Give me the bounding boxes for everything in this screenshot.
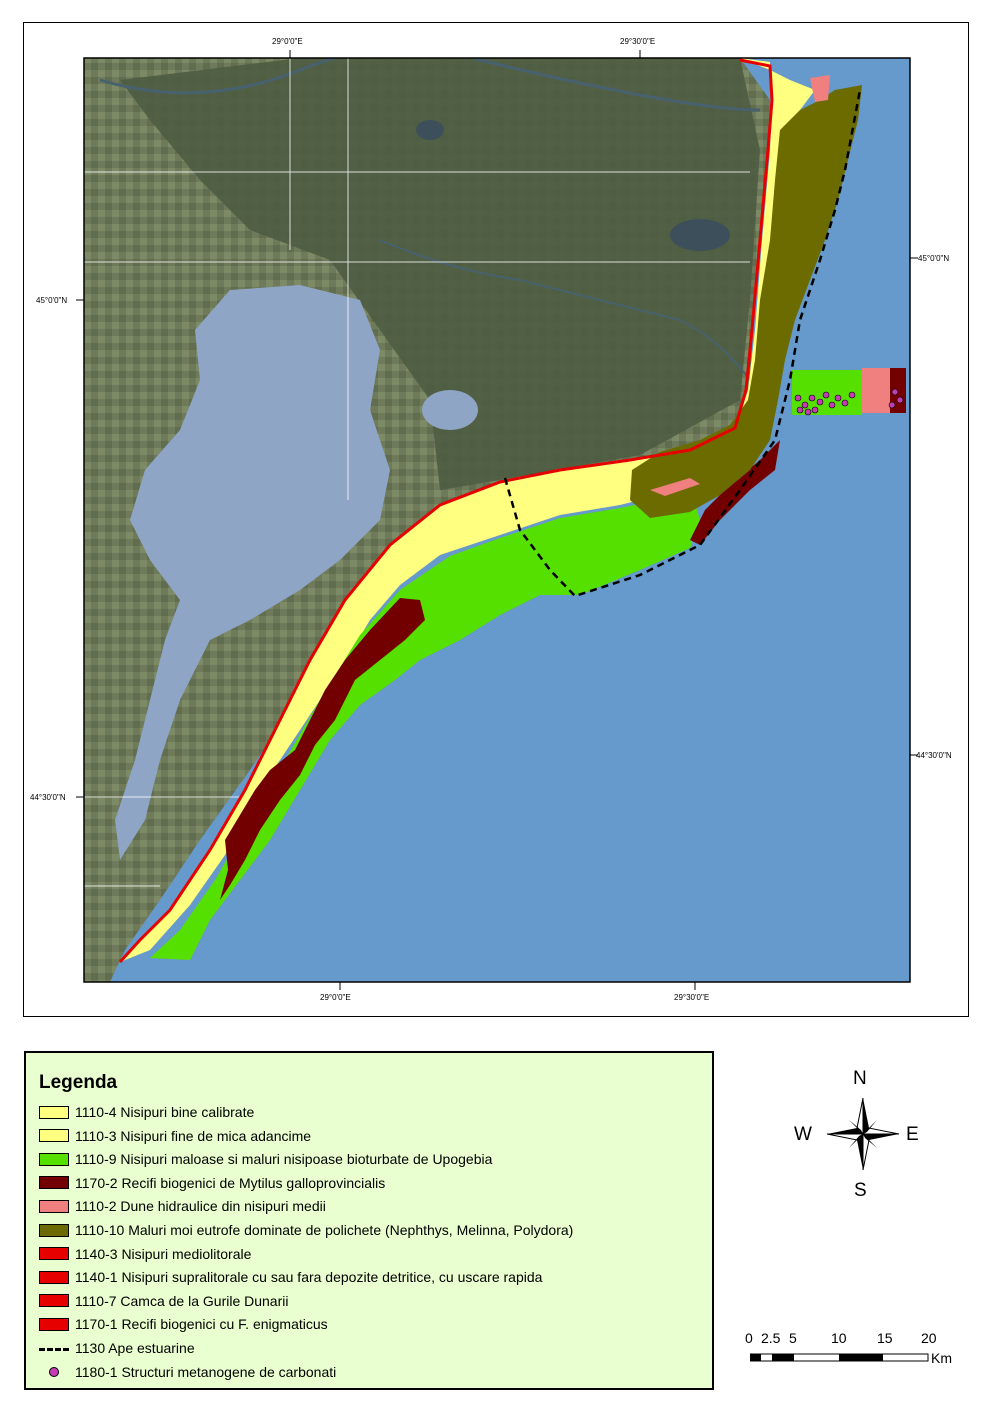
scale-label: 0 <box>745 1330 753 1346</box>
legend-label: 1130 Ape estuarine <box>75 1340 195 1356</box>
legend-item: 1140-1 Nisipuri supralitorale cu sau far… <box>39 1268 542 1286</box>
scale-label: 20 <box>921 1330 937 1346</box>
coord-top-lon2: 29°30'0"E <box>620 37 656 46</box>
legend-item: 1110-2 Dune hidraulice din nisipuri medi… <box>39 1197 326 1215</box>
coord-left-lat2: 44°30'0"N <box>30 793 66 802</box>
habitat-1110-4[interactable] <box>120 58 815 962</box>
color-swatch <box>39 1270 69 1284</box>
legend-title: Legenda <box>39 1072 118 1093</box>
color-swatch <box>39 1317 69 1331</box>
habitat-1170-2[interactable] <box>220 598 425 900</box>
habitat-1130-boundary[interactable] <box>503 89 862 598</box>
color-swatch <box>39 1129 69 1143</box>
compass-n: N <box>853 1068 867 1089</box>
graticule <box>84 58 750 887</box>
razim-lagoon <box>115 285 390 860</box>
legend-item: 1110-7 Camca de la Gurile Dunarii <box>39 1292 288 1310</box>
legend-item: 1170-2 Recifi biogenici de Mytilus gallo… <box>39 1174 385 1192</box>
legend-panel: Legenda 1110-4 Nisipuri bine calibrate 11… <box>24 1051 714 1390</box>
scale-label: 2.5 <box>761 1330 781 1346</box>
color-swatch <box>39 1199 69 1213</box>
legend-label: 1110-4 Nisipuri bine calibrate <box>75 1104 255 1120</box>
lake <box>416 120 444 140</box>
legend-label: 1110-7 Camca de la Gurile Dunarii <box>75 1292 289 1309</box>
color-swatch <box>39 1294 69 1308</box>
danube-branch <box>379 239 751 381</box>
legend-item: 1170-1 Recifi biogenici cu F. enigmaticu… <box>39 1315 328 1333</box>
color-swatch <box>39 1223 69 1237</box>
legend-label: 1110-9 Nisipuri maloase si maluri nisipo… <box>75 1151 493 1168</box>
delta-wetlands <box>120 58 760 490</box>
scale-label: 15 <box>877 1330 893 1346</box>
legend-label: 1110-3 Nisipuri fine de mica adancime <box>75 1127 312 1144</box>
color-swatch <box>39 1105 69 1119</box>
legend-item: 1110-9 Nisipuri maloase si maluri nisipo… <box>39 1150 492 1168</box>
habitat-1180-1[interactable] <box>794 388 904 416</box>
legend-label: 1140-1 Nisipuri supralitorale cu sau far… <box>75 1269 543 1286</box>
lake <box>670 219 730 251</box>
legend-label: 1180-1 Structuri metanogene de carbonati <box>75 1363 337 1380</box>
coord-right-lat2: 44°30'0"N <box>916 751 952 760</box>
habitat-1110-2[interactable] <box>810 75 830 102</box>
color-swatch <box>39 1176 69 1190</box>
tick-marks <box>76 50 918 990</box>
scale-bar: 0 2.5 5 10 15 20 Km <box>745 1330 975 1370</box>
habitat-1110-2[interactable] <box>650 478 700 496</box>
north-arrow: N S E W <box>790 1068 940 1208</box>
scale-label: 10 <box>831 1330 847 1346</box>
compass-s: S <box>854 1180 867 1201</box>
coord-right-lat1: 45°0'0"N <box>918 254 950 263</box>
map-border <box>83 57 911 983</box>
legend-label: 1110-2 Dune hidraulice din nisipuri medi… <box>75 1198 326 1215</box>
legend-item: 1180-1 Structuri metanogene de carbonati <box>39 1363 336 1381</box>
compass-e: E <box>906 1124 919 1145</box>
lake <box>422 390 478 430</box>
coord-top-lon1: 29°0'0"E <box>272 37 303 46</box>
legend-label: 1140-3 Nisipuri mediolitorale <box>75 1245 252 1262</box>
legend-item: 1110-3 Nisipuri fine de mica adancime <box>39 1127 311 1145</box>
scale-bar-graphic <box>750 1353 929 1362</box>
habitat-1110-9[interactable] <box>150 488 700 960</box>
coord-left-lat1: 45°0'0"N <box>36 296 68 305</box>
habitat-map[interactable] <box>0 0 992 1030</box>
color-swatch <box>39 1247 69 1261</box>
coord-bottom-lon2: 29°30'0"E <box>674 993 710 1002</box>
offshore-salmon[interactable] <box>862 368 890 413</box>
compass-w: W <box>794 1124 812 1145</box>
scale-unit: Km <box>931 1350 952 1366</box>
legend-label: 1110-10 Maluri moi eutrofe dominate de p… <box>75 1222 574 1238</box>
legend-item: 1140-3 Nisipuri mediolitorale <box>39 1245 251 1263</box>
scale-label: 5 <box>789 1330 797 1346</box>
coord-bottom-lon1: 29°0'0"E <box>320 993 351 1002</box>
legend-item: 1110-4 Nisipuri bine calibrate <box>39 1103 254 1121</box>
legend-item: 1110-10 Maluri moi eutrofe dominate de p… <box>39 1221 573 1239</box>
danube-branch <box>99 58 761 112</box>
compass-rose-icon <box>826 1097 900 1171</box>
habitat-1110-10[interactable] <box>630 85 862 518</box>
dot-swatch <box>39 1365 69 1378</box>
legend-item: 1130 Ape estuarine <box>39 1339 195 1357</box>
habitat-1140-3-coastline[interactable] <box>118 58 774 964</box>
dashed-line-swatch <box>39 1342 69 1355</box>
color-swatch <box>39 1152 69 1166</box>
legend-label: 1170-1 Recifi biogenici cu F. enigmaticu… <box>75 1316 328 1333</box>
legend-label: 1170-2 Recifi biogenici de Mytilus gallo… <box>75 1174 386 1191</box>
